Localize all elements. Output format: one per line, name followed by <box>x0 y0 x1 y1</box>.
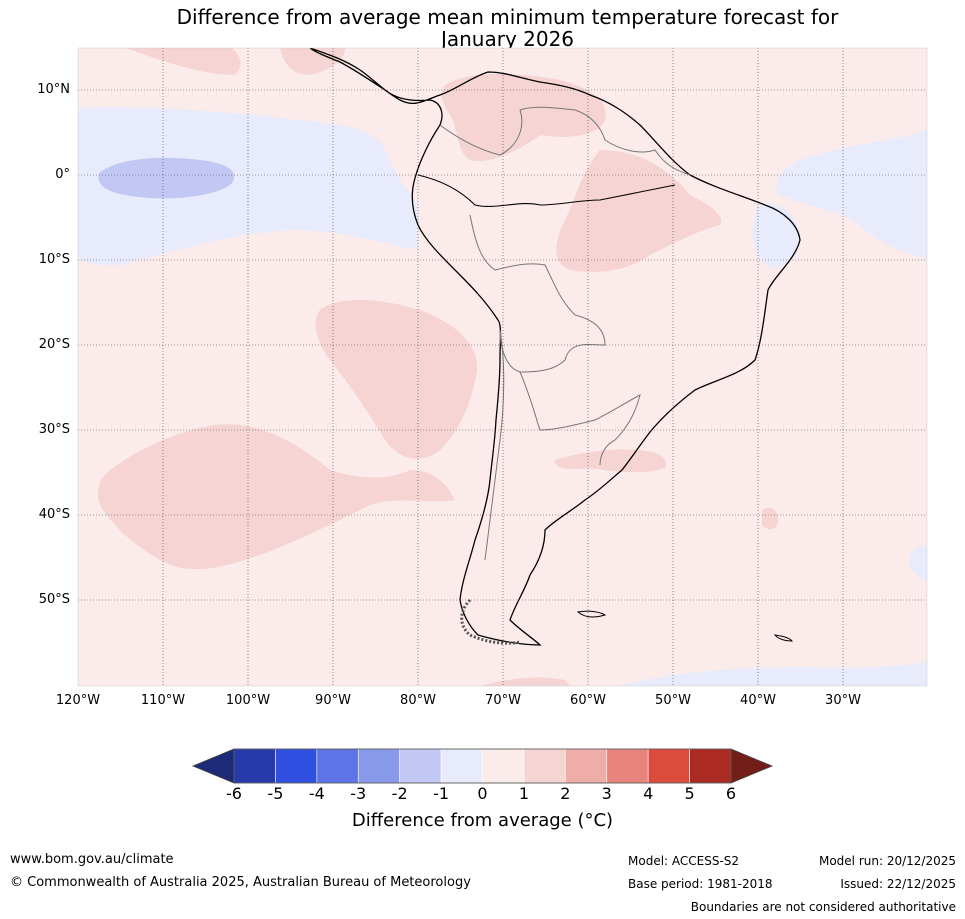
falkland-islands <box>576 610 607 618</box>
colorbar-under-arrow <box>191 748 235 784</box>
colorbar-segment <box>482 748 525 784</box>
amazon-river <box>417 174 676 207</box>
colorbar-tick-label: -4 <box>308 784 325 803</box>
country-border-north <box>439 106 691 176</box>
lat-label: 50°S <box>38 592 70 607</box>
anomaly-warm-region <box>125 48 241 75</box>
lat-label: 0° <box>55 167 70 182</box>
colorbar-segment <box>275 748 318 784</box>
south-georgia <box>773 634 793 642</box>
colorbar-segment <box>647 748 690 784</box>
colorbar-segment <box>399 748 442 784</box>
lon-label: 110°W <box>140 693 186 708</box>
lon-label: 80°W <box>400 693 436 708</box>
colorbar-tick-label: -6 <box>226 784 242 803</box>
map-title-line-1: Difference from average mean minimum tem… <box>176 5 839 29</box>
colorbar-label: Difference from average (°C) <box>351 810 614 831</box>
colorbar-tick-label: 6 <box>725 784 737 803</box>
anomaly-warm-rio-de-la-plata-region <box>555 449 667 473</box>
anomaly-warm-venezuela-region <box>441 73 606 161</box>
bom-climate-link[interactable]: www.bom.gov.au/climate <box>10 852 174 867</box>
colorbar-segment <box>689 748 732 784</box>
colorbar-tick-label: 0 <box>477 784 488 803</box>
colorbar-tick-label: -5 <box>267 784 284 803</box>
model-run-date: Model run: 20/12/2025 <box>818 854 956 868</box>
copyright-text: © Commonwealth of Australia 2025, Austra… <box>10 875 471 890</box>
country-border-chile-argentina <box>484 329 505 561</box>
colorbar-tick-label: -2 <box>391 784 408 803</box>
anomaly-cooler-pacific-core <box>98 157 235 199</box>
lat-label: 20°S <box>38 337 70 352</box>
anomaly-cool-south-atlantic <box>908 545 927 582</box>
colorbar <box>191 748 774 784</box>
map-frame <box>77 47 928 687</box>
colorbar-tick-label: 4 <box>643 784 654 803</box>
colorbar-segment <box>606 748 649 784</box>
colorbar-segment <box>316 748 359 784</box>
issued-date: Issued: 22/12/2025 <box>840 877 956 891</box>
colorbar-tick-label: -3 <box>350 784 367 803</box>
lat-label: 30°S <box>38 422 70 437</box>
lat-label: 10°N <box>37 82 70 97</box>
anomaly-warm-drake-passage <box>480 677 570 686</box>
lon-label: 70°W <box>485 693 521 708</box>
country-border-paraguay-argentina <box>519 371 641 466</box>
colorbar-outline <box>233 748 732 784</box>
lon-label: 40°W <box>740 693 776 708</box>
lon-label: 120°W <box>55 693 101 708</box>
colorbar-tick-label: -1 <box>433 784 450 803</box>
anomaly-cool-southern-ocean <box>620 662 927 686</box>
colorbar-over-arrow <box>730 748 774 784</box>
anomaly-warm-southeast-pacific-region <box>98 424 455 570</box>
lon-label: 100°W <box>225 693 271 708</box>
base-period: Base period: 1981-2018 <box>628 877 773 891</box>
colorbar-tick-label: 3 <box>601 784 612 803</box>
graticule <box>78 48 927 686</box>
colorbar-tick-label: 2 <box>560 784 571 803</box>
colorbar-segment <box>565 748 608 784</box>
colorbar-segment <box>357 748 400 784</box>
anomaly-warm-amazon-region <box>556 150 721 272</box>
anomaly-cool-atlantic-region <box>776 130 927 258</box>
model-name: Model: ACCESS-S2 <box>628 854 740 868</box>
boundaries-disclaimer: Boundaries are not considered authoritat… <box>690 900 956 914</box>
lat-label: 40°S <box>38 507 70 522</box>
lon-label: 60°W <box>570 693 606 708</box>
colorbar-segment <box>233 748 276 784</box>
chile-fjords <box>460 598 521 645</box>
colorbar-tick-label: 1 <box>518 784 529 803</box>
colorbar-segment <box>440 748 483 784</box>
anomaly-cool-brazil-coast <box>752 203 800 269</box>
lat-label: 10°S <box>38 252 70 267</box>
colorbar-tick-label: 5 <box>684 784 695 803</box>
lon-label: 50°W <box>655 693 691 708</box>
colorbar-segment <box>523 748 566 784</box>
anomaly-warm-east-pacific-region <box>315 299 478 459</box>
map-title-line-2: January 2026 <box>440 27 575 51</box>
lon-label: 90°W <box>315 693 351 708</box>
lon-label: 30°W <box>825 693 861 708</box>
south-america-coastline <box>309 48 801 646</box>
anomaly-warm-south-atlantic-spot <box>762 508 778 530</box>
country-border-peru-bolivia <box>469 214 606 373</box>
